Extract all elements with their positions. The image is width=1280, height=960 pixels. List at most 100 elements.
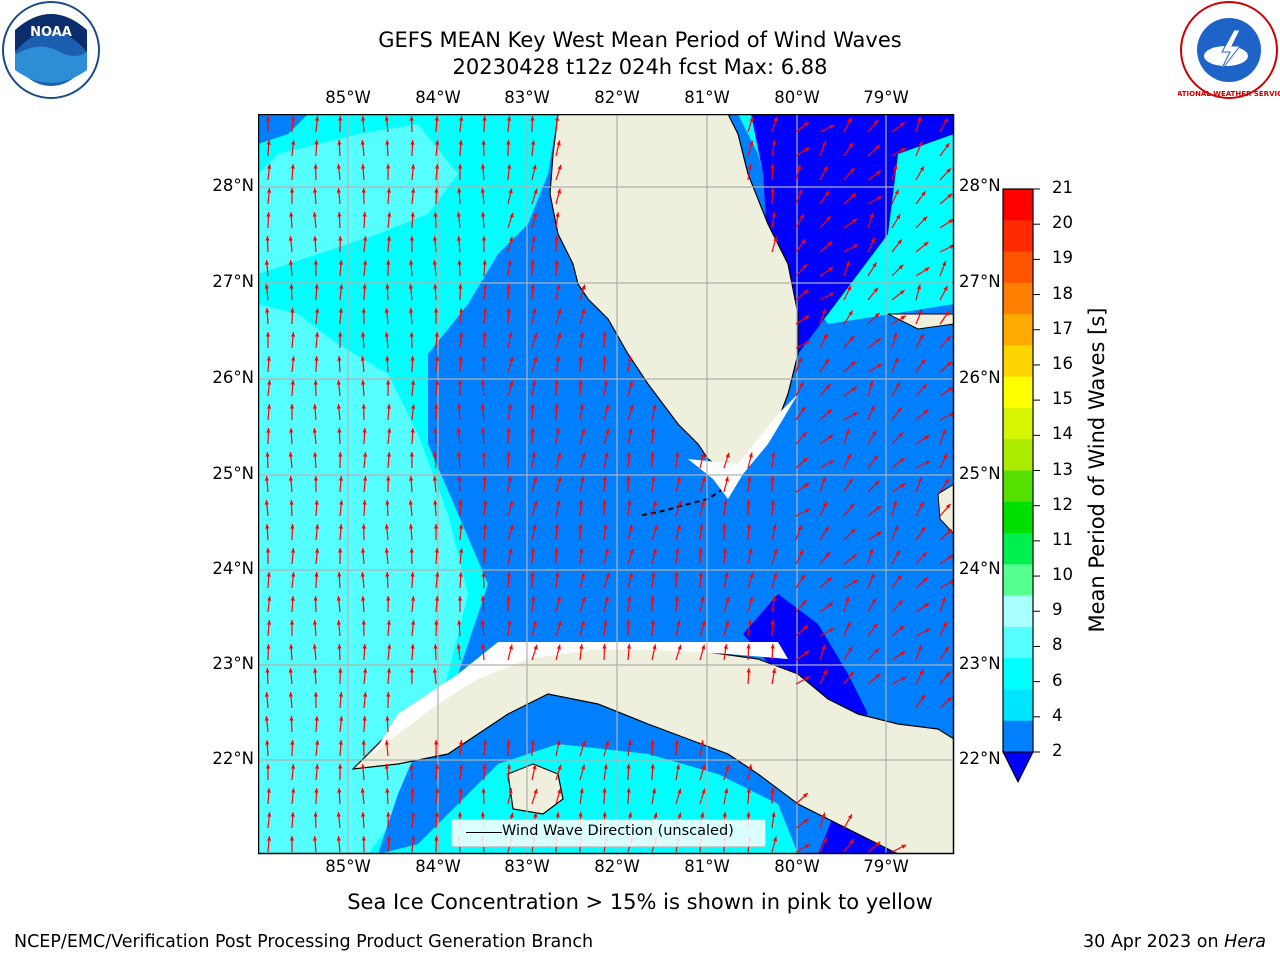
wave-arrow-head xyxy=(531,236,536,241)
wave-arrow-head xyxy=(508,236,514,242)
wave-arrow-head xyxy=(506,452,511,457)
wave-arrow-head xyxy=(531,596,536,601)
colorbar-tick-label: 9 xyxy=(1052,600,1063,620)
wave-arrow-head xyxy=(386,596,391,601)
wave-arrow-head xyxy=(853,412,858,417)
wave-arrow-head xyxy=(266,140,271,145)
wave-arrow-head xyxy=(603,380,608,385)
wave-arrow-head xyxy=(336,164,341,169)
wave-arrow-head xyxy=(458,572,463,577)
wave-arrow-head xyxy=(267,596,272,601)
wave-arrow-head xyxy=(847,814,852,820)
florida-land xyxy=(549,114,799,475)
wave-arrow-head xyxy=(923,241,929,247)
wave-arrow-head xyxy=(578,524,583,529)
wave-arrow-head xyxy=(894,525,899,531)
wave-arrow-head xyxy=(509,812,514,818)
wave-arrow-head xyxy=(747,620,752,625)
wave-arrow-head xyxy=(554,404,559,409)
wave-arrow-head xyxy=(579,404,584,409)
wave-arrow-head xyxy=(604,452,609,458)
wave-arrow-head xyxy=(508,188,513,194)
wave-arrow-head xyxy=(869,548,874,554)
wave-arrow-head xyxy=(604,596,609,602)
wave-arrow-head xyxy=(827,409,832,414)
wave-arrow-head xyxy=(313,476,319,481)
wave-arrow-head xyxy=(338,476,344,481)
wave-arrow-head xyxy=(457,260,462,265)
wave-arrow-head xyxy=(771,140,777,146)
wave-arrow-head xyxy=(554,548,559,553)
wave-arrow-head xyxy=(532,212,538,218)
wave-arrow-head xyxy=(698,548,703,553)
wave-arrow-head xyxy=(845,428,850,434)
wave-arrow-head xyxy=(845,596,850,602)
wave-arrow-head xyxy=(826,216,831,221)
wave-arrow-head xyxy=(925,460,931,465)
wave-arrow-head xyxy=(629,380,634,386)
wave-arrow-head xyxy=(291,140,296,145)
wave-arrow-head xyxy=(508,332,513,338)
wave-arrow-head xyxy=(290,764,296,769)
wave-arrow-head xyxy=(533,788,538,794)
wave-arrow-head xyxy=(360,764,366,769)
wave-arrow-head xyxy=(432,452,438,457)
wave-arrow-head xyxy=(948,219,954,224)
wave-arrow-head xyxy=(746,500,751,505)
wave-arrow-head xyxy=(458,500,463,505)
wave-arrow-head xyxy=(920,526,926,532)
wave-arrow-head xyxy=(434,764,439,769)
wave-arrow-head xyxy=(918,141,923,147)
wave-arrow-head xyxy=(360,380,366,385)
wave-arrow-head xyxy=(480,596,486,601)
wave-arrow-head xyxy=(822,837,827,843)
wave-arrow-head xyxy=(677,644,682,650)
wave-arrow-head xyxy=(530,548,536,553)
wave-arrow-head xyxy=(314,116,320,121)
wave-arrow-head xyxy=(265,308,270,313)
wave-arrow-head xyxy=(847,117,852,123)
wave-arrow-head xyxy=(384,764,389,769)
wave-arrow-head xyxy=(629,404,634,410)
wave-arrow-head xyxy=(435,572,440,577)
wave-arrow-head xyxy=(828,267,834,272)
wave-arrow-head xyxy=(821,644,826,650)
wave-arrow-head xyxy=(457,620,462,625)
wave-arrow-head xyxy=(899,122,905,127)
wave-arrow-head xyxy=(338,668,343,673)
wave-arrow-head xyxy=(805,844,810,849)
wave-arrow-head xyxy=(457,476,462,481)
wave-arrow-head xyxy=(456,212,461,217)
wave-arrow-head xyxy=(846,621,851,627)
wave-arrow-head xyxy=(699,740,705,746)
lon-tick-label: 80°W xyxy=(774,857,820,876)
wave-arrow-head xyxy=(873,287,879,293)
wave-arrow-head xyxy=(602,356,607,361)
wave-arrow-head xyxy=(846,453,851,459)
wave-arrow-head xyxy=(799,381,804,387)
wave-arrow-head xyxy=(289,188,295,193)
wave-arrow-head xyxy=(919,166,924,172)
wave-arrow-head xyxy=(849,503,855,509)
wave-arrow-head xyxy=(629,548,634,554)
wave-arrow-head xyxy=(265,548,271,553)
wave-arrow-head xyxy=(804,147,810,152)
wave-arrow-head xyxy=(408,284,413,289)
wave-arrow-head xyxy=(434,116,439,121)
wave-arrow-head xyxy=(384,740,390,745)
wave-arrow-head xyxy=(554,236,559,241)
wave-arrow-head xyxy=(313,452,318,457)
colorbar-segment xyxy=(1003,658,1033,690)
wave-arrow-head xyxy=(361,740,366,745)
wave-arrow-head xyxy=(724,788,729,794)
map-panel xyxy=(258,114,955,855)
wave-arrow-head xyxy=(801,599,807,605)
lon-tick-label: 85°W xyxy=(325,857,371,876)
wave-arrow-head xyxy=(581,740,586,746)
wave-arrow-head xyxy=(434,164,440,169)
colorbar-segment xyxy=(1003,345,1033,378)
wave-arrow-head xyxy=(923,409,929,415)
wave-arrow-head xyxy=(828,434,834,440)
wave-arrow-head xyxy=(675,452,680,457)
wave-arrow-head xyxy=(384,332,389,337)
